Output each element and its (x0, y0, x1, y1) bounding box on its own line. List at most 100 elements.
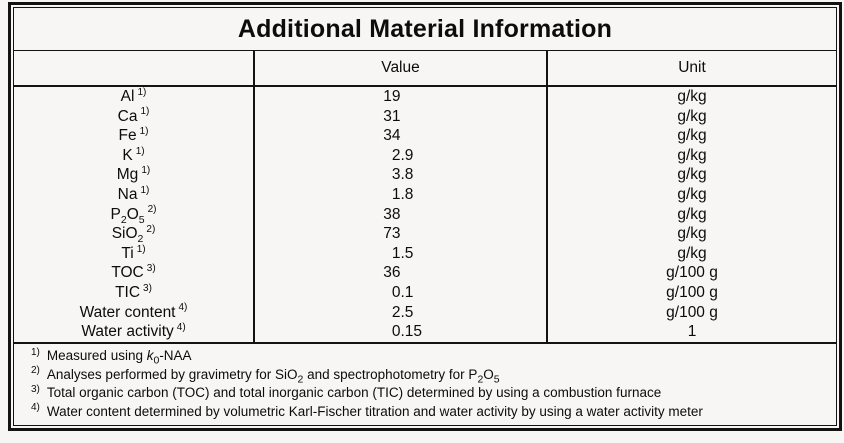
footnote-marker: 4) (31, 402, 40, 413)
value-cell: 3.8 (253, 165, 546, 185)
table-row: SiO22) 73 g/kg (14, 224, 836, 245)
table-row: TOC 3) 36 g/100 g (14, 263, 836, 283)
value-fraction-part: .9 (400, 146, 414, 164)
header-value-cell: Value (253, 51, 546, 85)
unit-cell: g/100 g (546, 302, 836, 323)
unit-cell: g/kg (546, 243, 836, 264)
value-integer-part: 1 (391, 244, 401, 262)
footnote-marker: 3) (31, 383, 40, 395)
footnote: 4) Water content determined by volumetric… (31, 403, 826, 422)
table-inner-frame: Additional Material Information Value Un… (13, 7, 837, 426)
footnote-marker: 1) (141, 165, 151, 177)
param-cell: K 1) (122, 145, 145, 164)
footnote-text: Total organic carbon (TOC) and total ino… (46, 385, 662, 400)
table-outer-frame: Additional Material Information Value Un… (8, 2, 842, 431)
value-cell: 19 (253, 87, 546, 107)
footnote: 1) Measured using k0-NAA (31, 347, 826, 366)
value-fraction-part (401, 107, 547, 127)
value-fraction-part (401, 87, 547, 107)
table-row: Mg 1) 3.8 g/kg (14, 165, 836, 185)
value-integer-part: 2 (391, 303, 401, 321)
footnote-marker: 1) (136, 243, 146, 255)
value-fraction-part: .5 (400, 303, 414, 321)
param-cell: Mg 1) (116, 165, 151, 184)
footnote-marker: 1) (140, 106, 150, 118)
param-cell: Water activity 4) (81, 321, 186, 341)
table-row: Fe 1) 34 g/kg (14, 126, 836, 146)
footnote-marker: 1) (137, 87, 147, 98)
value-cell: 0.1 (253, 282, 546, 303)
param-cell: Ca 1) (117, 106, 150, 125)
footnote-marker: 2) (146, 224, 156, 235)
value-fraction-part: .1 (400, 283, 414, 301)
value-cell: 34 (253, 126, 546, 146)
param-cell: Ti 1) (121, 243, 146, 262)
value-cell: 2.5 (253, 302, 546, 323)
value-integer-part: 38 (383, 205, 401, 223)
param-cell: Water content 4) (79, 302, 188, 321)
footnote-marker: 1) (140, 184, 150, 196)
footnote-marker: 3) (143, 282, 152, 294)
value-fraction-part: .5 (400, 244, 414, 262)
footnote-marker: 1) (31, 346, 40, 358)
unit-cell: g/kg (546, 87, 836, 107)
footnote-marker: 2) (31, 365, 40, 376)
table-title: Additional Material Information (14, 8, 836, 51)
unit-cell: g/100 g (546, 282, 836, 303)
table-row: Ti 1) 1.5 g/kg (14, 243, 836, 264)
value-integer-part: 36 (383, 264, 401, 282)
unit-cell: g/100 g (546, 263, 836, 283)
value-integer-part: 3 (391, 166, 401, 184)
unit-cell: g/kg (546, 126, 836, 146)
unit-cell: g/kg (546, 106, 836, 127)
table-row: Water activity 4) 0.15 1 (14, 322, 836, 342)
value-integer-part: 19 (383, 88, 401, 105)
value-cell: 38 (253, 204, 547, 225)
footnote-marker: 3) (146, 263, 156, 275)
param-cell: TIC 3) (115, 282, 152, 301)
table-row: Na 1) 1.8 g/kg (14, 184, 836, 205)
unit-cell: g/kg (546, 184, 836, 205)
param-cell: Fe 1) (118, 126, 149, 145)
value-cell: 2.9 (253, 145, 546, 166)
footnote-text: Analyses performed by gravimetry for SiO… (46, 366, 500, 386)
footnote-text: Water content determined by volumetric K… (46, 403, 703, 419)
value-fraction-part: .8 (400, 166, 414, 184)
value-fraction-part (401, 126, 547, 146)
table-row: Water content 4) 2.5 g/100 g (14, 302, 836, 323)
value-integer-part: 31 (383, 107, 401, 125)
table-row: Ca 1) 31 g/kg (14, 106, 836, 127)
value-integer-part: 0 (391, 283, 401, 301)
footnote-marker: 4) (176, 321, 186, 333)
value-fraction-part (401, 263, 547, 283)
value-cell: 0.15 (253, 322, 546, 342)
table-row: K 1) 2.9 g/kg (14, 145, 836, 166)
param-cell: Na 1) (117, 184, 150, 203)
footnote-marker: 1) (139, 126, 149, 138)
unit-cell: g/kg (546, 224, 836, 244)
footnotes: 1) Measured using k0-NAA 2) Analyses perfor… (14, 344, 836, 425)
unit-cell: g/kg (546, 204, 836, 225)
value-integer-part: 0 (391, 323, 401, 341)
param-cell: P2O52) (110, 204, 157, 226)
footnote: 2) Analyses performed by gravimetry for S… (31, 366, 826, 385)
value-cell: 1.5 (253, 243, 546, 264)
header-unit-cell: Unit (546, 51, 836, 85)
table-row: P2O52) 38 g/kg (14, 204, 836, 226)
value-cell: 73 (253, 224, 546, 244)
table-row: Al 1) 19 g/kg (14, 87, 836, 107)
unit-cell: g/kg (546, 145, 836, 166)
footnote-marker: 4) (178, 302, 188, 314)
value-integer-part: 34 (383, 127, 401, 145)
value-fraction-part (401, 205, 547, 225)
value-fraction-part (401, 224, 547, 244)
value-fraction-part: .15 (400, 323, 423, 341)
footnote: 3) Total organic carbon (TOC) and total i… (31, 384, 826, 403)
value-integer-part: 1 (391, 185, 401, 203)
unit-cell: 1 (546, 322, 836, 342)
value-cell: 31 (253, 106, 547, 127)
value-cell: 36 (253, 263, 546, 283)
table-header-row: Value Unit (14, 51, 836, 87)
value-cell: 1.8 (253, 184, 546, 205)
footnote-marker: 1) (135, 145, 145, 157)
